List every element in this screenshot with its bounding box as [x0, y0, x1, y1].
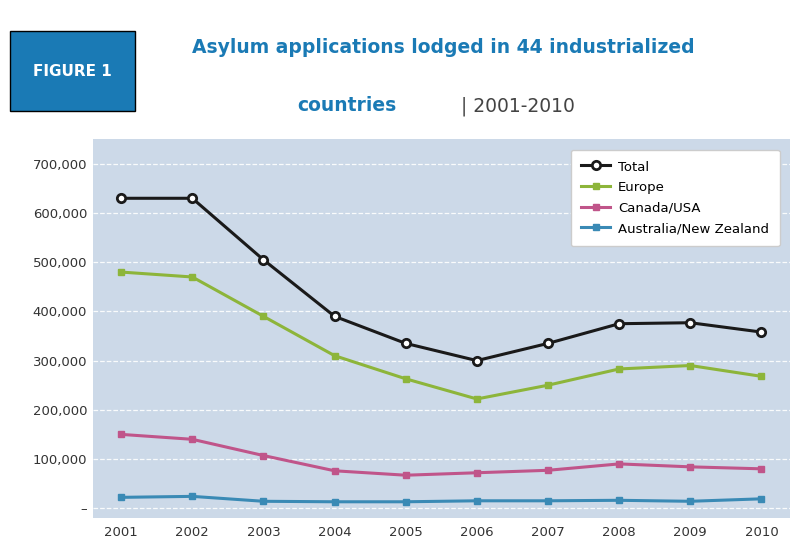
Canada/USA — [685, 463, 695, 470]
Legend: Total, Europe, Canada/USA, Australia/New Zealand: Total, Europe, Canada/USA, Australia/New… — [571, 150, 779, 246]
Canada/USA — [116, 431, 126, 438]
Europe — [685, 362, 695, 369]
Total — [259, 256, 268, 263]
Australia/New Zealand — [543, 497, 553, 504]
Line: Europe: Europe — [118, 268, 765, 403]
Total — [614, 320, 624, 327]
Australia/New Zealand — [116, 494, 126, 501]
Line: Total: Total — [117, 194, 766, 365]
Australia/New Zealand — [330, 499, 339, 505]
Australia/New Zealand — [685, 498, 695, 505]
Canada/USA — [259, 452, 268, 459]
Total — [188, 195, 197, 202]
Canada/USA — [757, 466, 767, 472]
Total — [116, 195, 126, 202]
Canada/USA — [543, 467, 553, 473]
Canada/USA — [614, 461, 624, 467]
Total — [685, 319, 695, 326]
Europe — [472, 395, 482, 402]
Europe — [116, 268, 126, 275]
Text: | 2001-2010: | 2001-2010 — [455, 96, 575, 116]
Text: Asylum applications lodged in 44 industrialized: Asylum applications lodged in 44 industr… — [192, 38, 695, 57]
Canada/USA — [330, 467, 339, 474]
Europe — [543, 382, 553, 389]
Europe — [330, 353, 339, 359]
Australia/New Zealand — [757, 496, 767, 502]
Australia/New Zealand — [259, 498, 268, 505]
Total — [330, 313, 339, 320]
Europe — [757, 373, 767, 380]
Total — [757, 329, 767, 335]
Text: FIGURE 1: FIGURE 1 — [33, 63, 111, 79]
Canada/USA — [188, 436, 197, 443]
Total — [401, 340, 410, 346]
Australia/New Zealand — [472, 497, 482, 504]
Australia/New Zealand — [401, 499, 410, 505]
Canada/USA — [472, 470, 482, 476]
Europe — [614, 365, 624, 372]
Line: Canada/USA: Canada/USA — [118, 431, 765, 478]
Europe — [259, 313, 268, 320]
Total — [472, 357, 482, 364]
Canada/USA — [401, 472, 410, 478]
Australia/New Zealand — [614, 497, 624, 504]
Line: Australia/New Zealand: Australia/New Zealand — [118, 493, 765, 505]
Europe — [188, 273, 197, 280]
Total — [543, 340, 553, 346]
Europe — [401, 375, 410, 382]
Australia/New Zealand — [188, 493, 197, 500]
Text: countries: countries — [297, 96, 397, 115]
